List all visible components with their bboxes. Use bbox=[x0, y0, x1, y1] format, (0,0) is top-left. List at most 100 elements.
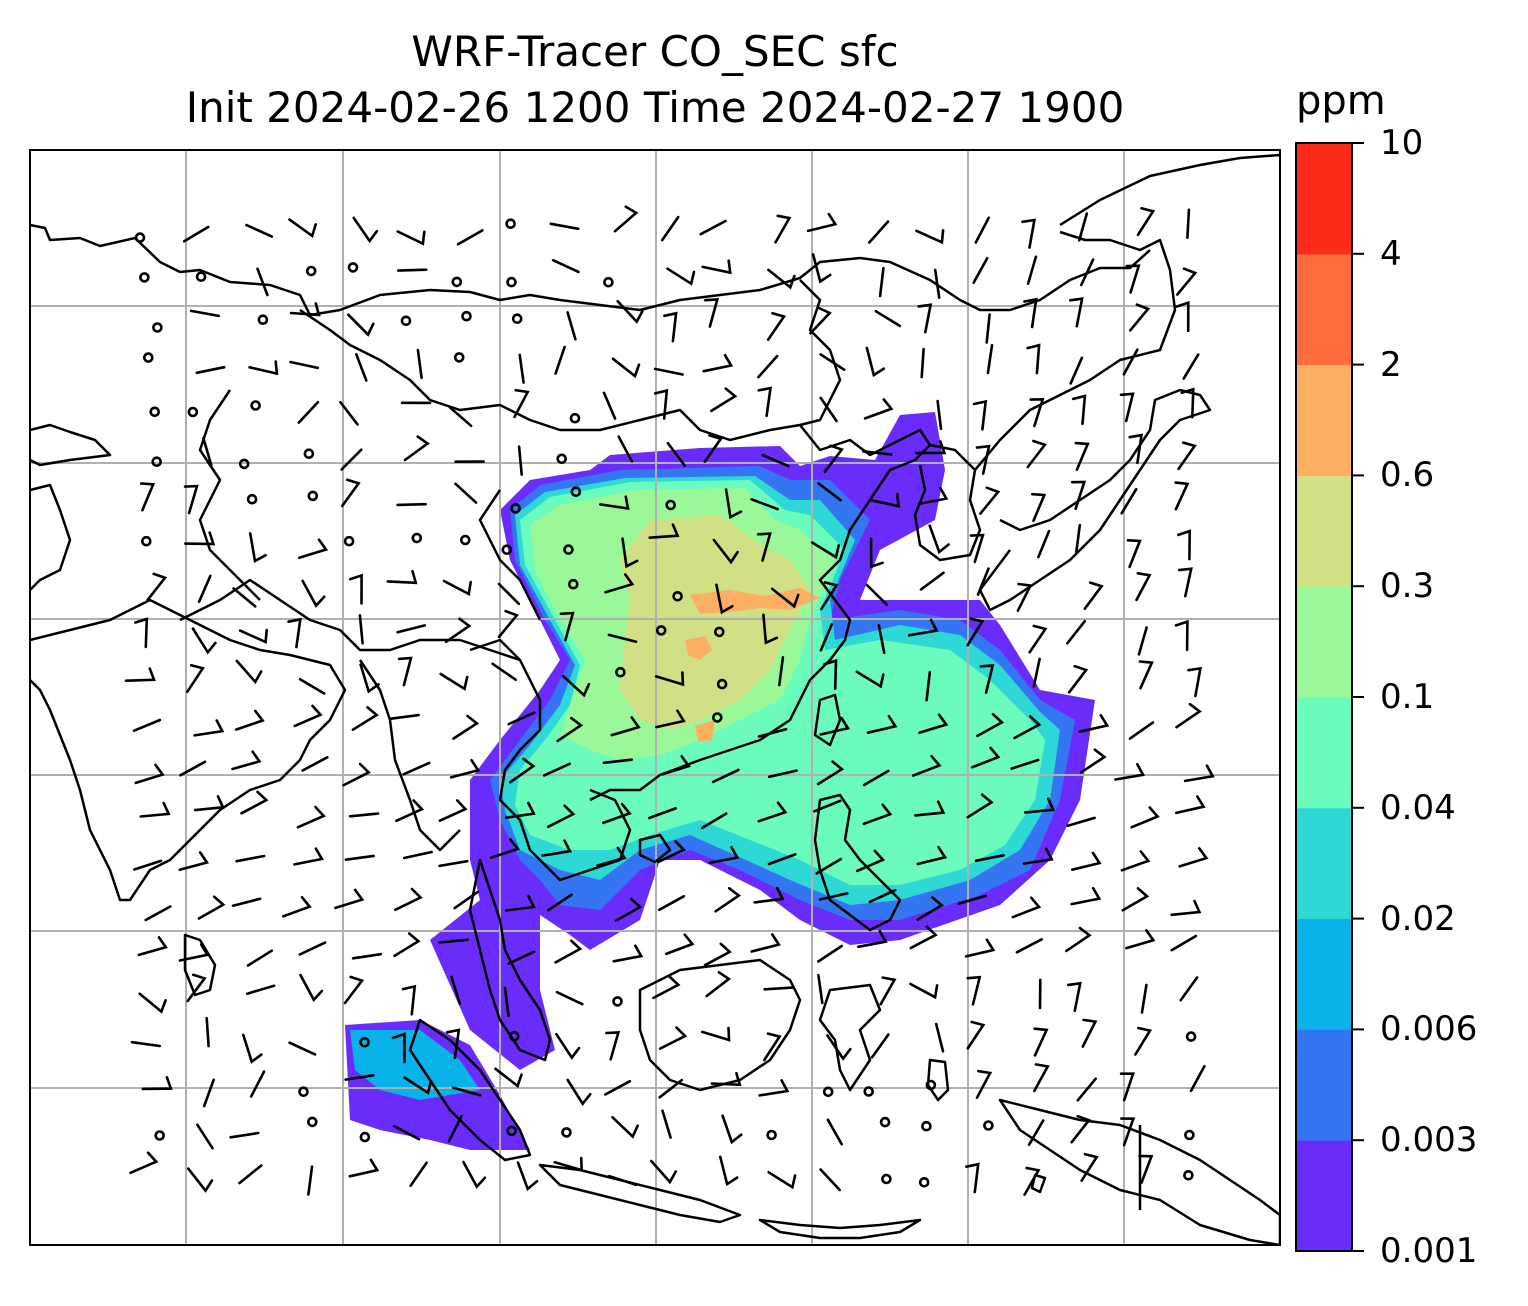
wind-barb bbox=[658, 895, 686, 912]
wind-barb bbox=[917, 303, 933, 334]
colorbar-tick-label: 0.6 bbox=[1380, 455, 1435, 496]
calm-wind-marker bbox=[983, 1120, 994, 1131]
wind-barb bbox=[439, 672, 469, 691]
wind-barb bbox=[448, 406, 473, 428]
wind-barb bbox=[1069, 356, 1084, 385]
wind-barb bbox=[865, 346, 886, 378]
wind-barb bbox=[912, 754, 942, 777]
wind-barb bbox=[248, 532, 267, 564]
wind-barb bbox=[863, 398, 894, 420]
wind-barb bbox=[256, 267, 269, 297]
wind-barb bbox=[868, 888, 897, 904]
wind-barb bbox=[438, 859, 469, 868]
wind-barb bbox=[1121, 887, 1150, 912]
wind-barb bbox=[964, 938, 996, 958]
wind-barb bbox=[205, 1016, 210, 1048]
wind-barb bbox=[1178, 847, 1209, 868]
wind-barb bbox=[750, 498, 779, 511]
wind-barb bbox=[817, 973, 824, 1005]
plume-level-6 bbox=[620, 515, 810, 730]
wind-barb bbox=[823, 658, 838, 690]
coastline-russia-east bbox=[974, 230, 1177, 471]
wind-barb bbox=[761, 453, 790, 468]
wind-barb bbox=[762, 613, 779, 645]
wind-barb bbox=[778, 656, 785, 687]
wind-barb bbox=[504, 801, 536, 819]
wind-barb bbox=[504, 894, 536, 912]
wind-barb bbox=[724, 488, 743, 520]
wind-barb bbox=[1187, 666, 1203, 698]
calm-wind-marker bbox=[250, 400, 261, 411]
wind-barb bbox=[342, 762, 371, 787]
wind-barb bbox=[555, 990, 584, 1006]
wind-barb bbox=[348, 573, 363, 605]
wind-barb bbox=[917, 486, 949, 506]
wind-barb bbox=[916, 845, 948, 866]
wind-barb bbox=[610, 716, 641, 737]
wind-barb bbox=[444, 617, 472, 644]
wind-barb bbox=[1178, 567, 1193, 598]
coastline-lesser-sunda bbox=[758, 1218, 922, 1240]
wind-barb bbox=[541, 839, 572, 857]
colorbar-tick-label: 0.02 bbox=[1380, 898, 1456, 939]
calm-wind-marker bbox=[766, 1129, 777, 1141]
wind-barb bbox=[1074, 441, 1090, 471]
wind-barb bbox=[1170, 934, 1198, 952]
wind-barb bbox=[699, 219, 727, 236]
wind-barb bbox=[658, 1026, 688, 1050]
calm-wind-marker bbox=[822, 1086, 834, 1098]
calm-wind-marker bbox=[570, 486, 582, 498]
wind-barb bbox=[757, 386, 773, 418]
wind-barb bbox=[972, 256, 989, 284]
wind-barb bbox=[862, 769, 890, 787]
wind-barb bbox=[855, 670, 885, 689]
wind-barb bbox=[1066, 816, 1096, 828]
wind-barb bbox=[767, 1171, 797, 1190]
wind-barb bbox=[1022, 847, 1054, 865]
wind-barb bbox=[344, 854, 375, 861]
wind-barb bbox=[1174, 481, 1190, 511]
wind-barb bbox=[1033, 1027, 1049, 1057]
wind-barb bbox=[1026, 255, 1038, 285]
wind-barb bbox=[915, 440, 947, 455]
calm-wind-marker bbox=[343, 535, 355, 547]
wind-barb bbox=[301, 756, 329, 772]
wind-barb bbox=[442, 579, 472, 596]
wind-barb bbox=[549, 222, 580, 231]
coastline-indochina bbox=[459, 638, 632, 882]
wind-barb bbox=[197, 574, 212, 603]
wind-barb bbox=[1083, 581, 1104, 610]
wind-barb bbox=[658, 1078, 684, 1099]
wind-barb bbox=[936, 399, 943, 431]
wind-barb bbox=[1032, 657, 1041, 688]
wind-barb bbox=[721, 1114, 743, 1145]
wind-barb bbox=[494, 1067, 523, 1089]
calm-wind-marker bbox=[561, 1127, 572, 1138]
wind-barb bbox=[874, 310, 902, 328]
coastline-new-guinea bbox=[998, 1098, 1280, 1245]
wind-barb bbox=[869, 537, 884, 569]
wind-barb bbox=[347, 313, 375, 337]
wind-barb bbox=[299, 973, 324, 1003]
wind-barb bbox=[489, 838, 520, 859]
wind-barb bbox=[817, 944, 843, 963]
wind-barb bbox=[509, 757, 536, 784]
wind-barb bbox=[648, 807, 677, 820]
wind-barb bbox=[1182, 353, 1200, 380]
wind-barb bbox=[819, 1168, 841, 1192]
wind-barb bbox=[566, 311, 577, 341]
plume-level-7c bbox=[695, 720, 715, 742]
wind-barb bbox=[1177, 529, 1192, 561]
calm-wind-marker bbox=[305, 265, 317, 277]
wind-barb bbox=[179, 760, 207, 777]
wind-barb bbox=[815, 857, 843, 875]
wind-barb bbox=[714, 887, 742, 913]
coastline-timor bbox=[1030, 1173, 1047, 1194]
wind-barb bbox=[868, 220, 890, 244]
wind-barb bbox=[1120, 487, 1138, 515]
wind-barb bbox=[542, 762, 571, 777]
wind-barb bbox=[184, 531, 216, 546]
calm-wind-marker bbox=[459, 534, 471, 546]
wind-barb bbox=[358, 614, 364, 645]
wind-barb bbox=[231, 897, 262, 907]
